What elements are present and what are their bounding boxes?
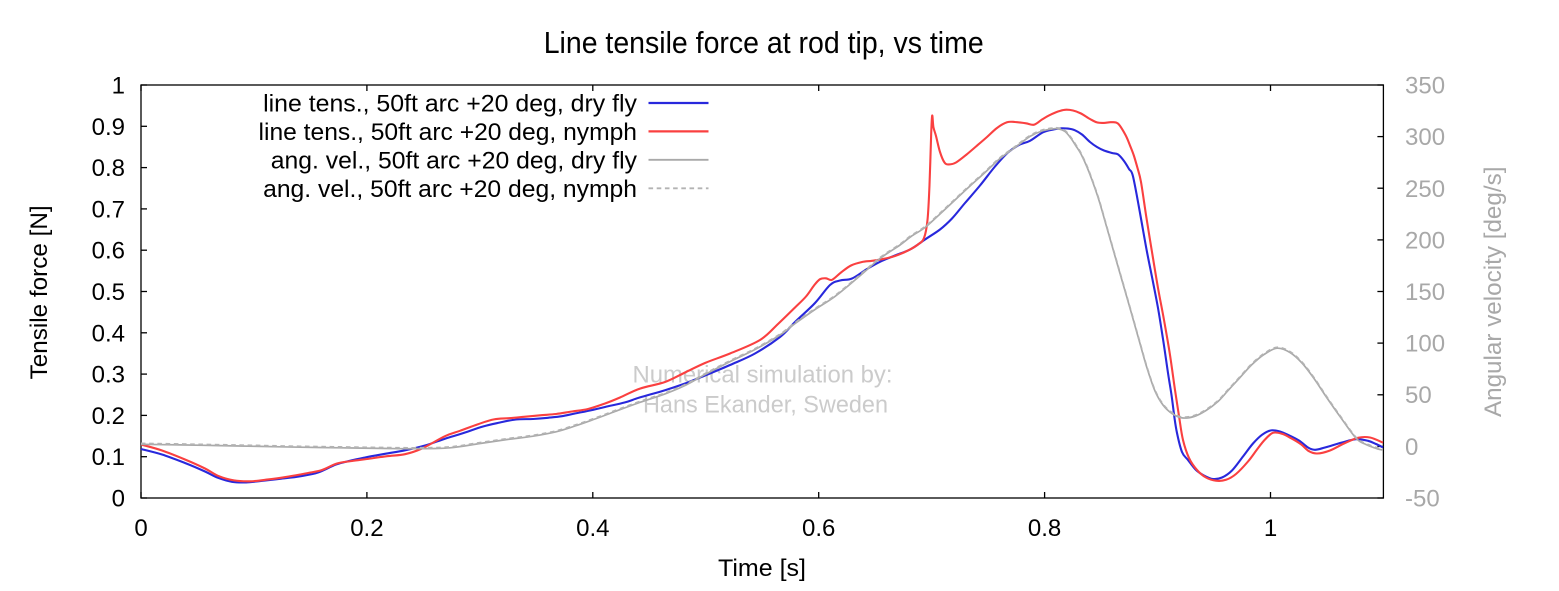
svg-text:250: 250 — [1405, 176, 1445, 203]
svg-text:0.5: 0.5 — [92, 279, 125, 306]
svg-text:0.4: 0.4 — [576, 515, 609, 542]
svg-text:300: 300 — [1405, 124, 1445, 151]
svg-text:0.8: 0.8 — [92, 155, 125, 182]
svg-text:0.3: 0.3 — [92, 362, 125, 389]
svg-text:0.6: 0.6 — [92, 238, 125, 265]
svg-text:1: 1 — [112, 73, 125, 100]
svg-text:50: 50 — [1405, 382, 1432, 409]
svg-text:Hans Ekander, Sweden: Hans Ekander, Sweden — [643, 392, 888, 419]
svg-text:0.6: 0.6 — [802, 515, 835, 542]
svg-text:ang. vel., 50ft arc +20 deg, n: ang. vel., 50ft arc +20 deg, nymph — [263, 176, 637, 203]
svg-text:-50: -50 — [1405, 486, 1440, 513]
svg-text:line tens., 50ft arc +20 deg,: line tens., 50ft arc +20 deg, dry fly — [263, 91, 637, 118]
svg-text:Tensile force [N]: Tensile force [N] — [26, 205, 53, 379]
svg-text:0.7: 0.7 — [92, 196, 125, 223]
svg-text:150: 150 — [1405, 279, 1445, 306]
svg-text:0.2: 0.2 — [350, 515, 383, 542]
svg-text:1: 1 — [1264, 515, 1277, 542]
svg-text:0.1: 0.1 — [92, 444, 125, 471]
svg-text:200: 200 — [1405, 227, 1445, 254]
svg-text:100: 100 — [1405, 331, 1445, 358]
svg-text:line tens., 50ft arc +20 deg,: line tens., 50ft arc +20 deg, nymph — [259, 119, 638, 146]
svg-text:ang. vel., 50ft arc +20 deg, d: ang. vel., 50ft arc +20 deg, dry fly — [271, 147, 637, 174]
svg-text:Line tensile force at rod tip,: Line tensile force at rod tip, vs time — [544, 25, 984, 60]
svg-text:Angular velocity [deg/s]: Angular velocity [deg/s] — [1480, 167, 1507, 418]
svg-text:0.4: 0.4 — [92, 320, 125, 347]
svg-text:Numerical simulation by:: Numerical simulation by: — [633, 361, 893, 388]
svg-text:0.8: 0.8 — [1028, 515, 1061, 542]
svg-text:0: 0 — [1405, 434, 1418, 461]
svg-text:0.9: 0.9 — [92, 114, 125, 141]
svg-text:350: 350 — [1405, 73, 1445, 100]
svg-text:0.2: 0.2 — [92, 403, 125, 430]
svg-text:0: 0 — [112, 486, 125, 513]
svg-text:0: 0 — [134, 515, 147, 542]
svg-text:Time [s]: Time [s] — [718, 555, 806, 582]
